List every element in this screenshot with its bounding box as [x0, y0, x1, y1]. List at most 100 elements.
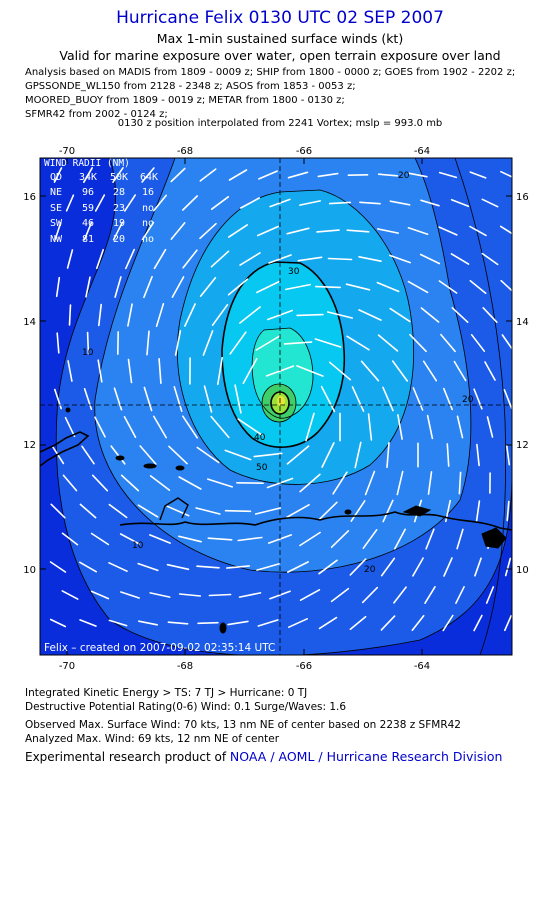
wind-vector: [503, 614, 512, 632]
wind-vector: [112, 221, 124, 241]
axis-ticks: [40, 158, 512, 655]
wind-vector: [123, 415, 137, 439]
wind-vector: [407, 280, 429, 294]
wind-vector: [305, 412, 315, 442]
wind-vector: [53, 167, 63, 183]
wind-vector: [354, 441, 362, 469]
wind-vector: [56, 332, 60, 354]
wind-vector: [422, 360, 438, 382]
wind-vector: [345, 283, 371, 291]
wind-radii-cell: 59: [82, 203, 94, 214]
wind-vector: [174, 330, 182, 356]
wind-vector: [237, 418, 263, 436]
wind-vector: [153, 415, 167, 439]
wind-vector: [470, 333, 486, 353]
wind-vector: [376, 228, 400, 234]
wind-radii-cell: no: [142, 203, 154, 214]
wind-vector: [227, 620, 249, 626]
wind-vector: [50, 503, 66, 519]
island-aruba: [115, 455, 125, 461]
wind-vector: [438, 171, 458, 179]
wind-vector: [473, 614, 483, 632]
wind-vector: [64, 416, 76, 438]
wind-radii-cell: 16: [142, 187, 154, 198]
wind-vector: [94, 194, 106, 212]
wind-vector: [360, 360, 380, 382]
wind-vector: [393, 528, 407, 550]
wind-vector: [170, 167, 186, 183]
lat-tick-left: 16: [23, 192, 36, 203]
wind-vector: [171, 276, 185, 298]
wind-radii-table: WIND RADII (NM) QD 34K 50K 64K NE 96 28 …: [44, 158, 158, 245]
wind-radii-header: QD: [50, 172, 62, 183]
wind-vector: [318, 559, 338, 575]
wind-vector: [141, 167, 155, 183]
wind-vector: [90, 532, 110, 546]
wind-vector: [153, 194, 167, 212]
wind-vector: [443, 557, 453, 577]
wind-radii-cell: NW: [50, 234, 63, 245]
wind-vector: [202, 330, 214, 356]
wind-vector: [469, 225, 487, 237]
destructive-rating-line: Destructive Potential Rating(0-6) Wind: …: [25, 701, 347, 713]
wind-vector: [438, 226, 458, 236]
source-line: SFMR42 from 2002 - 0124 z;: [25, 109, 168, 120]
wind-vector: [299, 588, 321, 602]
wind-vector: [320, 385, 336, 413]
wind-vector: [65, 194, 75, 212]
wind-vector: [442, 387, 454, 411]
wind-vector: [210, 415, 230, 439]
wind-vector: [67, 360, 73, 382]
noaa-aoml-link[interactable]: NOAA / AOML / Hurricane Research Divisio…: [229, 749, 503, 764]
wind-vector: [229, 331, 247, 355]
wind-vector: [517, 587, 522, 603]
wind-vector: [317, 172, 339, 178]
wind-vector: [396, 470, 404, 496]
wind-vector: [196, 446, 220, 464]
wind-vector: [178, 593, 202, 597]
wind-vector: [120, 474, 140, 492]
wind-vector: [49, 618, 67, 628]
contour-label: 30: [288, 267, 300, 277]
wind-vector: [257, 619, 279, 627]
wind-vector: [224, 509, 252, 513]
wind-vector: [137, 504, 159, 518]
wind-vector: [108, 619, 128, 627]
wind-radii-header: 50K: [110, 172, 128, 183]
lon-tick-top: -66: [296, 146, 312, 157]
wind-vector: [113, 387, 123, 411]
contour-value-labels: 20 30 40 50 20 20 10 10: [82, 171, 474, 575]
wind-vector: [377, 173, 399, 177]
wind-vector: [83, 167, 93, 183]
wind-vector: [516, 363, 525, 380]
wind-vector: [330, 529, 350, 549]
wind-vector: [62, 474, 78, 492]
wind-vector: [208, 593, 232, 597]
lon-tick-top: -70: [59, 146, 75, 157]
wind-vector: [453, 360, 467, 382]
wind-vector: [197, 621, 219, 625]
wind-vector: [211, 303, 229, 327]
wind-vector: [446, 443, 450, 467]
wind-radii-cell: 81: [82, 234, 94, 245]
wind-vector: [427, 471, 433, 495]
wind-vector: [256, 225, 280, 237]
source-line: MOORED_BUOY from 1809 - 0019 z; METAR fr…: [25, 95, 345, 106]
wind-vector: [358, 255, 382, 263]
axis-labels: -70 -68 -66 -64 -70 -68 -66 -64 16 14 12…: [23, 146, 528, 672]
lon-tick-top: -68: [177, 146, 193, 157]
product-credit-prefix: Experimental research product of: [25, 750, 230, 764]
wind-vector: [86, 331, 90, 355]
wind-vectors: [49, 167, 525, 632]
wind-vector: [485, 586, 495, 604]
island-curacao: [143, 463, 157, 469]
wind-vector: [425, 528, 435, 550]
wind-vector: [500, 279, 512, 292]
wind-vector: [451, 306, 469, 324]
wind-vector: [54, 221, 62, 241]
wind-vector: [182, 415, 198, 439]
wind-vector: [469, 279, 487, 295]
wind-vector: [238, 592, 262, 598]
wind-vector: [473, 388, 483, 410]
wind-vector: [158, 357, 162, 385]
